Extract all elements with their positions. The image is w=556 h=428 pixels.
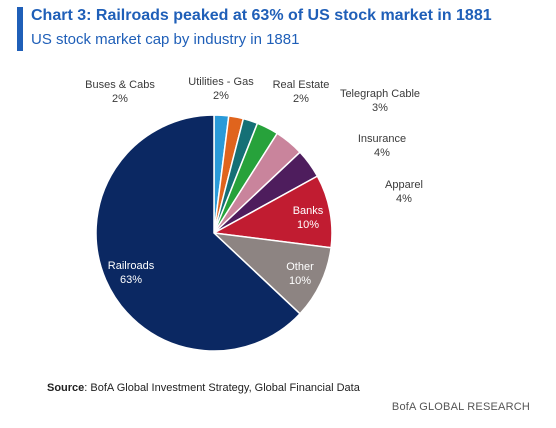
slice-label-insurance: Insurance [358,133,406,145]
slice-value-apparel: 4% [396,193,412,205]
slice-value-telegraph-cable: 3% [372,102,388,114]
slice-value-utilities-gas: 2% [213,90,229,102]
slice-value-real-estate: 2% [293,93,309,105]
title-accent-bar [17,7,23,51]
slice-label-telegraph-cable: Telegraph Cable [340,88,420,100]
slice-value-buses-cabs: 2% [112,93,128,105]
slice-label-buses-cabs: Buses & Cabs [85,79,155,91]
chart-title: Chart 3: Railroads peaked at 63% of US s… [31,7,492,24]
slice-label-apparel: Apparel [385,179,423,191]
slice-label-utilities-gas: Utilities - Gas [188,76,254,88]
chart-subtitle: US stock market cap by industry in 1881 [31,31,300,48]
slice-value-railroads: 63% [120,274,142,286]
slice-value-other: 10% [289,275,311,287]
slice-value-insurance: 4% [374,147,390,159]
source-text: : BofA Global Investment Strategy, Globa… [84,382,360,394]
source-label: Source [47,382,85,394]
brand-footer: BofA GLOBAL RESEARCH [391,401,530,413]
pie-slice-banks [211,175,333,249]
slice-label-railroads: Railroads [108,260,155,272]
source-note: Source: BofA Global Investment Strategy,… [47,382,360,394]
slice-label-banks: Banks [293,205,324,217]
slice-value-banks: 10% [297,219,319,231]
pie-slice-other [211,231,332,315]
slice-label-real-estate: Real Estate [273,79,330,91]
slice-label-other: Other [286,261,314,273]
pie-slice-railroads [95,114,302,352]
